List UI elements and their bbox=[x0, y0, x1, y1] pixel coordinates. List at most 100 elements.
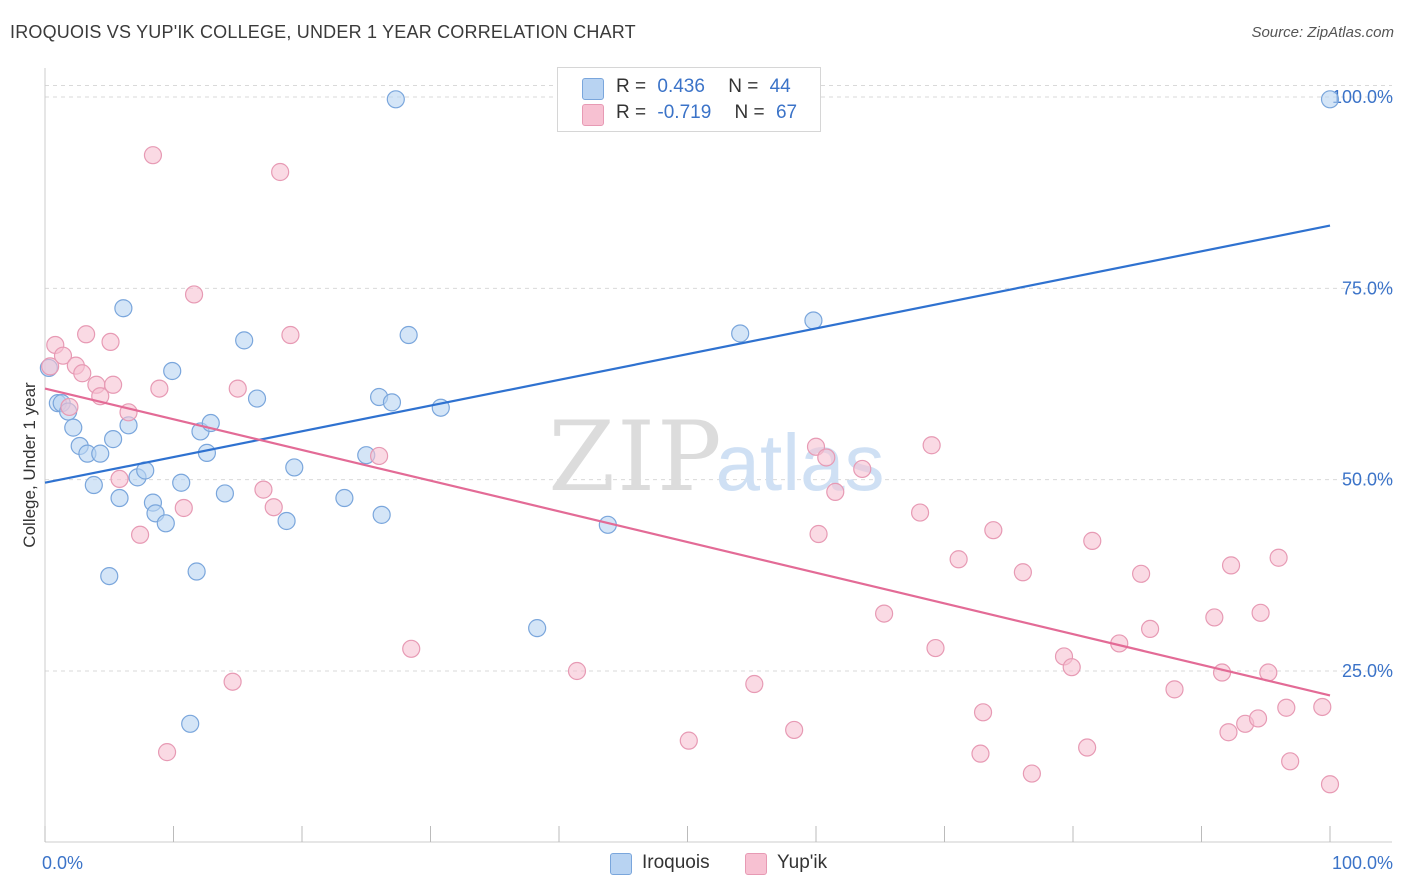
yupik-point bbox=[1165, 680, 1184, 699]
yupik-point bbox=[223, 672, 242, 691]
yupik-point bbox=[1277, 698, 1296, 717]
yupik-point bbox=[1205, 608, 1224, 627]
iroquois-point bbox=[114, 299, 133, 318]
yupik-point bbox=[1078, 738, 1097, 757]
yupik-point bbox=[402, 639, 421, 658]
y-tick-label: 25.0% bbox=[1342, 661, 1393, 681]
yupik-legend-label: Yup'ik bbox=[777, 852, 828, 873]
iroquois-point bbox=[804, 311, 823, 330]
yupik-point bbox=[984, 521, 1003, 540]
yupik-trend-line bbox=[44, 387, 1331, 697]
yupik-point bbox=[809, 524, 828, 544]
y-tick-label: 75.0% bbox=[1342, 278, 1393, 298]
legend-r-value: -0.719 bbox=[657, 102, 712, 123]
yupik-point bbox=[1320, 775, 1340, 794]
yupik-point bbox=[1022, 764, 1041, 783]
yupik-swatch bbox=[582, 104, 604, 126]
legend-n-value: 44 bbox=[769, 76, 791, 97]
yupik-point bbox=[1013, 563, 1032, 582]
yupik-point bbox=[1219, 723, 1238, 742]
iroquois-legend-swatch bbox=[610, 853, 632, 875]
x-tick-label: 0.0% bbox=[42, 853, 83, 873]
iroquois-point bbox=[91, 444, 110, 463]
iroquois-legend-label: Iroquois bbox=[642, 852, 710, 873]
yupik-point bbox=[184, 285, 204, 304]
iroquois-point bbox=[156, 514, 175, 533]
x-tick-label: 100.0% bbox=[1332, 853, 1393, 873]
yupik-point bbox=[973, 703, 993, 722]
iroquois-point bbox=[197, 443, 217, 462]
yupik-point bbox=[1212, 663, 1232, 682]
yupik-point bbox=[110, 469, 129, 489]
yupik-point bbox=[370, 446, 389, 466]
yupik-point bbox=[77, 325, 96, 344]
chart-title: IROQUOIS VS YUP'IK COLLEGE, UNDER 1 YEAR… bbox=[10, 22, 636, 42]
yupik-point bbox=[1083, 531, 1102, 550]
iroquois-point bbox=[172, 473, 191, 492]
yupik-point bbox=[254, 480, 273, 499]
legend-r-label: R = bbox=[616, 76, 647, 97]
yupik-point bbox=[104, 375, 123, 394]
yupik-point bbox=[949, 550, 968, 569]
yupik-point bbox=[174, 498, 193, 518]
yupik-point bbox=[264, 498, 283, 517]
yupik-point bbox=[853, 459, 872, 479]
y-tick-label: 50.0% bbox=[1342, 470, 1393, 490]
iroquois-point bbox=[285, 458, 304, 477]
yupik-point bbox=[745, 674, 764, 694]
legend-n-value: 67 bbox=[775, 102, 798, 123]
yupik-point bbox=[101, 332, 120, 352]
iroquois-point bbox=[399, 325, 418, 345]
iroquois-point bbox=[187, 562, 206, 581]
yupik-point bbox=[1251, 603, 1270, 622]
iroquois-point bbox=[247, 389, 267, 408]
iroquois-point bbox=[100, 566, 119, 586]
yupik-point bbox=[875, 604, 894, 623]
iroquois-point bbox=[528, 619, 547, 638]
legend-n-label: N = bbox=[728, 76, 759, 97]
yupik-point bbox=[228, 379, 247, 398]
iroquois-point bbox=[215, 484, 234, 503]
correlation-legend: R = 0.436 N = 44 R = -0.719 N = 67 bbox=[557, 67, 821, 132]
iroquois-point bbox=[382, 393, 402, 412]
iroquois-point bbox=[277, 511, 296, 531]
yupik-point bbox=[130, 525, 150, 544]
yupik-point bbox=[785, 720, 804, 740]
legend-r-label: R = bbox=[616, 102, 647, 123]
iroquois-point bbox=[110, 488, 129, 508]
yupik-point bbox=[679, 731, 698, 750]
iroquois-swatch bbox=[582, 78, 604, 100]
yupik-point bbox=[53, 346, 73, 365]
yupik-point bbox=[73, 364, 92, 383]
yupik-point bbox=[281, 325, 300, 345]
yupik-point bbox=[910, 503, 930, 522]
yupik-point bbox=[971, 744, 990, 763]
iroquois-point bbox=[181, 714, 200, 733]
yupik-point bbox=[150, 379, 169, 398]
legend-r-value: 0.436 bbox=[657, 76, 705, 97]
legend-n-label: N = bbox=[734, 102, 765, 123]
iroquois-point bbox=[372, 505, 391, 524]
yupik-point bbox=[1132, 564, 1151, 583]
y-tick-label: 100.0% bbox=[1332, 87, 1393, 107]
source-label: Source: ZipAtlas.com bbox=[1251, 24, 1394, 41]
yupik-point bbox=[826, 482, 845, 502]
yupik-point bbox=[157, 743, 177, 762]
watermark-zip: ZIP bbox=[548, 401, 723, 513]
iroquois-point bbox=[64, 418, 83, 437]
iroquois-point bbox=[386, 90, 405, 109]
iroquois-point bbox=[104, 430, 123, 449]
yupik-point bbox=[926, 638, 945, 658]
iroquois-point bbox=[731, 324, 750, 343]
yupik-point bbox=[1140, 619, 1160, 639]
iroquois-point bbox=[235, 331, 254, 350]
yupik-point bbox=[1313, 697, 1332, 717]
iroquois-point bbox=[1320, 90, 1340, 109]
yupik-point bbox=[567, 661, 587, 681]
yupik-point bbox=[1269, 548, 1288, 567]
yupik-point bbox=[817, 448, 836, 467]
iroquois-point bbox=[335, 488, 354, 508]
iroquois-point bbox=[163, 361, 182, 381]
yupik-point bbox=[271, 162, 290, 182]
